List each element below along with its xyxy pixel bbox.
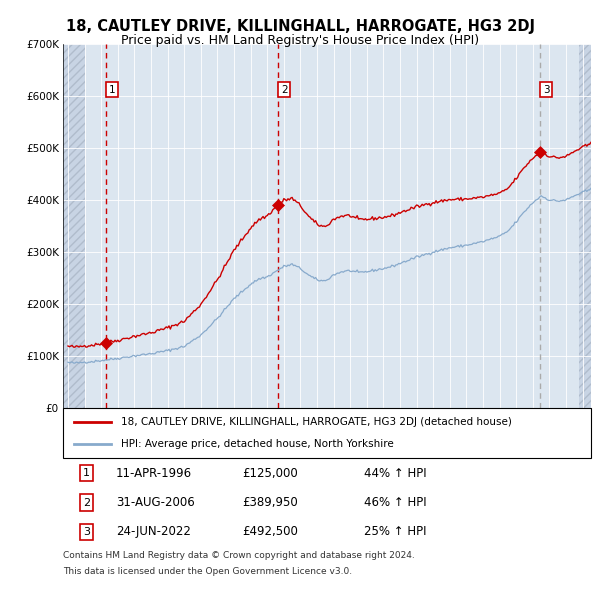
Bar	[580, 44, 591, 408]
Text: Price paid vs. HM Land Registry's House Price Index (HPI): Price paid vs. HM Land Registry's House …	[121, 34, 479, 47]
Text: 3: 3	[543, 85, 550, 94]
Text: 2: 2	[281, 85, 287, 94]
Text: 46% ↑ HPI: 46% ↑ HPI	[364, 496, 427, 509]
Text: 18, CAUTLEY DRIVE, KILLINGHALL, HARROGATE, HG3 2DJ (detached house): 18, CAUTLEY DRIVE, KILLINGHALL, HARROGAT…	[121, 417, 512, 427]
Text: 24-JUN-2022: 24-JUN-2022	[116, 525, 191, 538]
Text: 1: 1	[109, 85, 115, 94]
Text: £389,950: £389,950	[242, 496, 298, 509]
Text: £492,500: £492,500	[242, 525, 298, 538]
Text: 25% ↑ HPI: 25% ↑ HPI	[364, 525, 427, 538]
FancyBboxPatch shape	[63, 408, 591, 458]
Text: Contains HM Land Registry data © Crown copyright and database right 2024.: Contains HM Land Registry data © Crown c…	[63, 551, 415, 560]
Bar	[63, 44, 85, 408]
Text: 1: 1	[83, 468, 90, 478]
Text: 44% ↑ HPI: 44% ↑ HPI	[364, 467, 427, 480]
Text: 18, CAUTLEY DRIVE, KILLINGHALL, HARROGATE, HG3 2DJ: 18, CAUTLEY DRIVE, KILLINGHALL, HARROGAT…	[65, 19, 535, 34]
Text: £125,000: £125,000	[242, 467, 298, 480]
Text: This data is licensed under the Open Government Licence v3.0.: This data is licensed under the Open Gov…	[63, 567, 352, 576]
Text: HPI: Average price, detached house, North Yorkshire: HPI: Average price, detached house, Nort…	[121, 439, 394, 449]
Text: 2: 2	[83, 497, 91, 507]
Text: 3: 3	[83, 527, 90, 537]
Text: 31-AUG-2006: 31-AUG-2006	[116, 496, 194, 509]
Text: 11-APR-1996: 11-APR-1996	[116, 467, 192, 480]
